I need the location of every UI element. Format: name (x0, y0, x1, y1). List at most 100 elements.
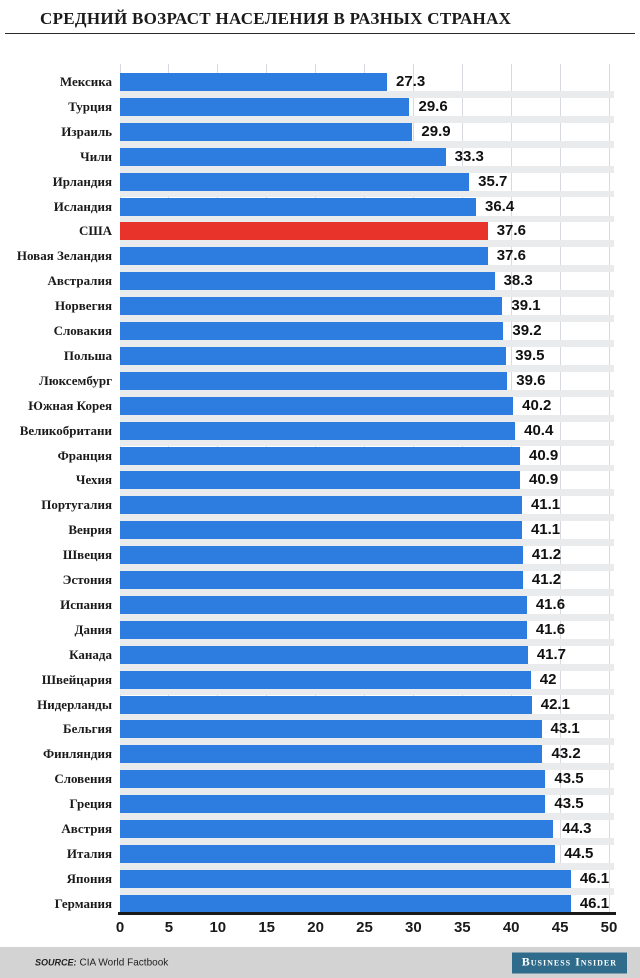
x-axis-tick-label: 45 (551, 919, 569, 936)
bar (120, 645, 528, 664)
x-axis-tick-label: 50 (600, 919, 618, 936)
row-band (120, 115, 614, 123)
bar (120, 272, 495, 291)
x-axis-tick-label: 30 (405, 919, 422, 936)
row-band (120, 514, 614, 522)
row-band (120, 140, 614, 148)
bar (120, 446, 520, 465)
bar-value-label: 40.9 (529, 471, 559, 489)
row-band (120, 887, 614, 895)
row-band (120, 165, 614, 173)
title-divider (5, 33, 635, 34)
row-band (120, 340, 614, 347)
country-label: Италия (66, 845, 112, 861)
bar-value-label: 43.5 (554, 795, 584, 813)
source-text: CIA World Factbook (79, 957, 169, 968)
bar (120, 770, 546, 789)
country-label: Польша (63, 347, 112, 363)
bar-value-label: 40.4 (524, 421, 554, 439)
bar-value-label: 37.6 (496, 247, 526, 265)
bar (120, 869, 571, 888)
row-band (120, 589, 614, 596)
row-band (120, 763, 614, 771)
bar (120, 371, 508, 390)
country-label: Мексика (59, 74, 112, 89)
bar-value-label: 39.2 (512, 322, 542, 339)
bar-value-label: 33.3 (454, 147, 484, 165)
bar-value-label: 29.9 (421, 122, 451, 140)
country-label: Япония (66, 870, 112, 886)
country-label: Люксембург (39, 372, 112, 388)
bar (120, 421, 516, 440)
row-band (120, 240, 614, 248)
bar (120, 97, 410, 116)
bar (120, 496, 522, 515)
bar-value-label: 46.1 (579, 894, 610, 912)
row-band (120, 688, 614, 696)
source-credit: SOURCE: CIA World Factbook (35, 957, 168, 968)
bar-value-label: 43.5 (554, 770, 584, 788)
country-label: Португалия (41, 497, 112, 513)
country-label: Бельгия (63, 721, 112, 737)
bar (120, 297, 503, 316)
row-band (120, 788, 614, 796)
bar (120, 720, 542, 739)
row-band (120, 91, 614, 98)
bar (120, 844, 556, 863)
x-axis-tick-label: 20 (307, 919, 324, 936)
bar-value-label: 41.6 (535, 620, 566, 638)
row-band (120, 439, 614, 447)
row-band (120, 738, 614, 746)
bar-value-label: 29.6 (418, 97, 448, 115)
bar (120, 322, 504, 340)
bar-value-label: 43.1 (550, 720, 580, 738)
country-label: Новая Зеландия (16, 248, 112, 264)
country-label: Швеция (62, 547, 112, 563)
bar-value-label: 42 (539, 670, 557, 688)
country-label: Испания (60, 596, 112, 612)
bar-value-label: 46.1 (579, 869, 610, 887)
bar-value-label: 40.2 (522, 396, 552, 414)
x-axis-tick-label: 5 (164, 919, 174, 936)
x-axis-tick-label: 15 (258, 919, 276, 936)
row-band (120, 489, 614, 497)
country-label: Австралия (47, 273, 112, 289)
country-label: Греция (69, 796, 112, 812)
bar-value-label: 35.7 (478, 172, 508, 190)
bar (120, 521, 522, 540)
bar-value-label: 37.6 (496, 222, 526, 240)
country-label: Канада (69, 646, 112, 662)
bar (120, 122, 413, 141)
bar-value-label: 41.2 (531, 571, 562, 588)
row-band (120, 265, 614, 273)
bar-value-label: 39.5 (515, 346, 545, 364)
country-label: Австрия (61, 821, 112, 836)
bar-value-label: 40.9 (529, 446, 559, 464)
x-axis-tick-label: 35 (453, 919, 471, 936)
row-band (120, 638, 614, 646)
row-band (120, 862, 614, 870)
bar-highlighted (120, 222, 488, 241)
country-label: Финляндия (42, 746, 112, 762)
bar-value-label: 41.1 (530, 496, 561, 514)
bar (120, 795, 546, 814)
bar-value-label: 41.2 (531, 546, 562, 564)
bar-value-label: 43.2 (551, 745, 581, 763)
bar-value-label: 38.3 (503, 272, 533, 290)
bar-value-label: 41.1 (530, 521, 561, 539)
bar-value-label: 39.1 (511, 297, 541, 315)
row-band (120, 215, 614, 223)
bar-value-label: 41.6 (535, 595, 566, 613)
country-label: Словения (54, 771, 112, 787)
country-label: Франция (57, 447, 112, 463)
bar (120, 73, 387, 91)
row-band (120, 190, 614, 198)
row-band (120, 564, 614, 571)
x-axis-tick-label: 40 (502, 919, 520, 936)
bar (120, 820, 554, 838)
row-band (120, 663, 614, 671)
footer-bar: SOURCE: CIA World Factbook Business Insid… (0, 947, 640, 978)
row-band (120, 290, 614, 298)
country-label: Дания (74, 621, 112, 637)
row-band (120, 389, 614, 397)
